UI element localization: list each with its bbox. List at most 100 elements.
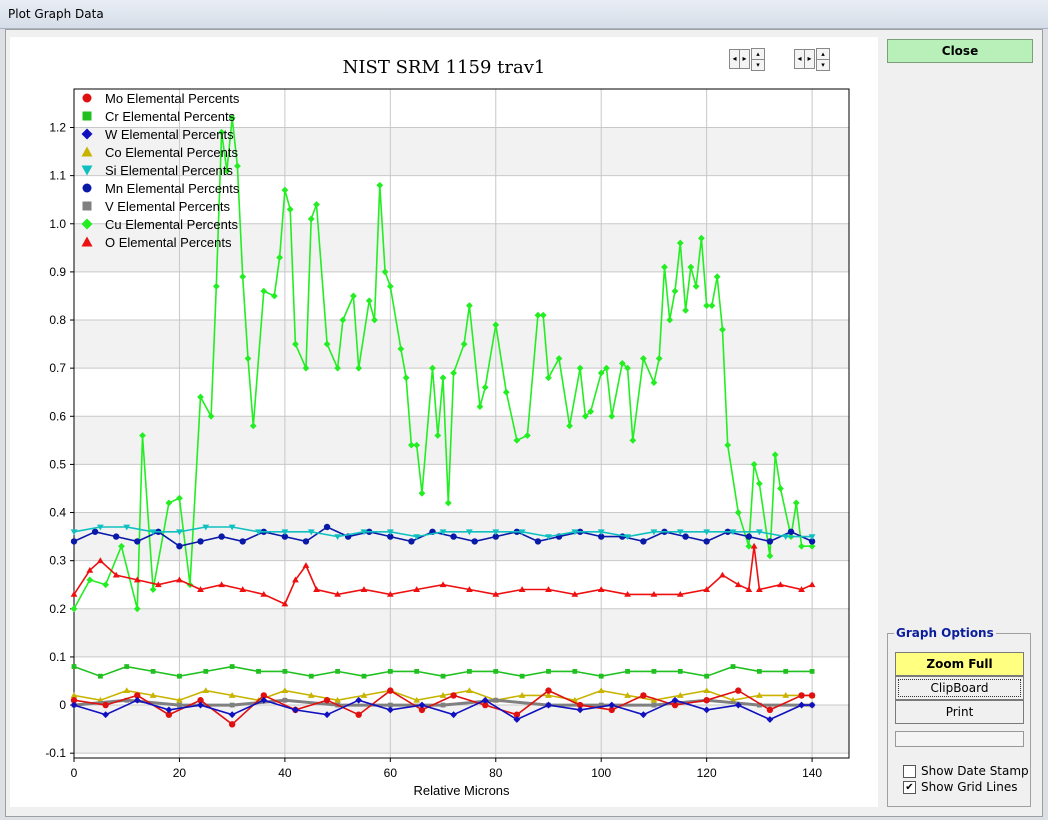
data-point bbox=[218, 581, 226, 588]
data-point bbox=[207, 412, 215, 420]
legend-label: Si Elemental Percents bbox=[105, 163, 233, 178]
data-point bbox=[334, 534, 342, 541]
data-point bbox=[719, 326, 726, 334]
data-point bbox=[682, 533, 689, 540]
legend-label: V Elemental Percents bbox=[105, 199, 231, 214]
data-point bbox=[708, 302, 716, 309]
spin-down-icon[interactable]: ▾ bbox=[816, 59, 830, 71]
data-point bbox=[313, 586, 320, 592]
data-point bbox=[777, 581, 784, 588]
x-tick-label: 140 bbox=[802, 766, 822, 780]
data-point bbox=[734, 509, 742, 516]
data-point bbox=[387, 702, 393, 708]
x-scroll-control[interactable]: ◂ ▸ ▴ ▾ bbox=[729, 48, 765, 71]
data-point bbox=[587, 408, 595, 415]
data-point bbox=[629, 436, 637, 444]
data-point bbox=[413, 586, 421, 592]
data-point bbox=[482, 701, 489, 709]
print-button[interactable]: Print bbox=[895, 700, 1024, 724]
data-point bbox=[165, 706, 173, 714]
checkbox-box[interactable]: ✔ bbox=[903, 781, 916, 794]
data-point bbox=[783, 668, 789, 674]
data-point bbox=[386, 282, 394, 290]
checkbox-box[interactable] bbox=[903, 765, 916, 778]
data-point bbox=[176, 543, 183, 550]
data-point bbox=[228, 524, 236, 531]
data-point bbox=[466, 529, 473, 536]
data-point bbox=[323, 711, 331, 719]
data-point bbox=[149, 586, 157, 593]
clipboard-button[interactable]: ClipBoard bbox=[895, 676, 1024, 700]
data-point bbox=[771, 451, 779, 459]
data-point bbox=[513, 711, 521, 718]
close-button[interactable]: Close bbox=[887, 39, 1033, 63]
data-point bbox=[598, 702, 604, 708]
data-point bbox=[566, 422, 573, 430]
plot-panel: NIST SRM 1159 trav1 ◂ ▸ ▴ ▾ ◂ ▸ ▴ ▾ -0.1… bbox=[10, 37, 878, 807]
data-point bbox=[202, 524, 210, 531]
data-point bbox=[734, 581, 742, 588]
plot-title: NIST SRM 1159 trav1 bbox=[342, 57, 546, 78]
show-grid-lines-checkbox[interactable]: ✔ Show Grid Lines bbox=[903, 780, 1017, 794]
data-point bbox=[450, 692, 457, 699]
data-point bbox=[360, 586, 368, 592]
data-point bbox=[177, 702, 182, 708]
data-point bbox=[518, 586, 526, 592]
x-tick-label: 40 bbox=[278, 766, 292, 780]
data-point bbox=[450, 711, 457, 719]
data-point bbox=[450, 533, 457, 540]
data-point bbox=[402, 374, 410, 382]
show-date-stamp-checkbox[interactable]: Show Date Stamp bbox=[903, 764, 1029, 778]
data-point bbox=[692, 282, 700, 290]
data-point bbox=[176, 494, 183, 502]
data-point bbox=[176, 529, 183, 536]
data-point bbox=[546, 668, 551, 674]
data-point bbox=[598, 533, 605, 540]
data-point bbox=[124, 697, 130, 703]
data-point bbox=[676, 590, 684, 597]
grid-band bbox=[74, 512, 849, 561]
data-point bbox=[439, 692, 447, 698]
spin-down-icon[interactable]: ▾ bbox=[751, 59, 765, 71]
data-point bbox=[671, 701, 679, 709]
legend-marker bbox=[82, 93, 92, 103]
data-point bbox=[176, 696, 183, 703]
data-point bbox=[149, 692, 157, 698]
scroll-right-icon[interactable]: ▸ bbox=[804, 49, 815, 69]
legend-label: W Elemental Percents bbox=[105, 127, 234, 142]
data-point bbox=[808, 534, 816, 541]
data-point bbox=[292, 340, 299, 348]
data-point bbox=[397, 345, 405, 353]
data-point bbox=[655, 355, 663, 362]
show-grid-lines-label: Show Grid Lines bbox=[921, 780, 1018, 794]
data-point bbox=[282, 697, 288, 703]
grid-band bbox=[74, 416, 849, 465]
data-point bbox=[650, 379, 658, 386]
graph-options-title: Graph Options bbox=[894, 626, 996, 640]
data-point bbox=[576, 706, 584, 714]
data-point bbox=[70, 692, 78, 698]
data-point bbox=[229, 702, 235, 708]
scroll-right-icon[interactable]: ▸ bbox=[739, 49, 750, 69]
data-point bbox=[545, 374, 552, 382]
data-point bbox=[440, 673, 446, 679]
data-point bbox=[545, 534, 552, 541]
data-point bbox=[323, 697, 331, 704]
data-point bbox=[223, 167, 231, 175]
data-point bbox=[197, 697, 204, 704]
data-point bbox=[302, 364, 310, 372]
data-point bbox=[414, 668, 420, 674]
data-point bbox=[228, 711, 236, 719]
y-scroll-control[interactable]: ◂ ▸ ▴ ▾ bbox=[794, 48, 830, 71]
data-point bbox=[239, 538, 246, 545]
data-point bbox=[256, 668, 261, 674]
zoom-full-button[interactable]: Zoom Full bbox=[895, 652, 1024, 676]
y-tick-label: -0.1 bbox=[45, 746, 66, 760]
window-title: Plot Graph Data bbox=[8, 7, 104, 21]
data-point bbox=[798, 542, 805, 550]
data-point bbox=[581, 412, 589, 420]
data-point bbox=[467, 668, 472, 674]
data-point bbox=[676, 239, 684, 247]
data-point bbox=[471, 538, 478, 545]
data-point bbox=[640, 692, 647, 699]
